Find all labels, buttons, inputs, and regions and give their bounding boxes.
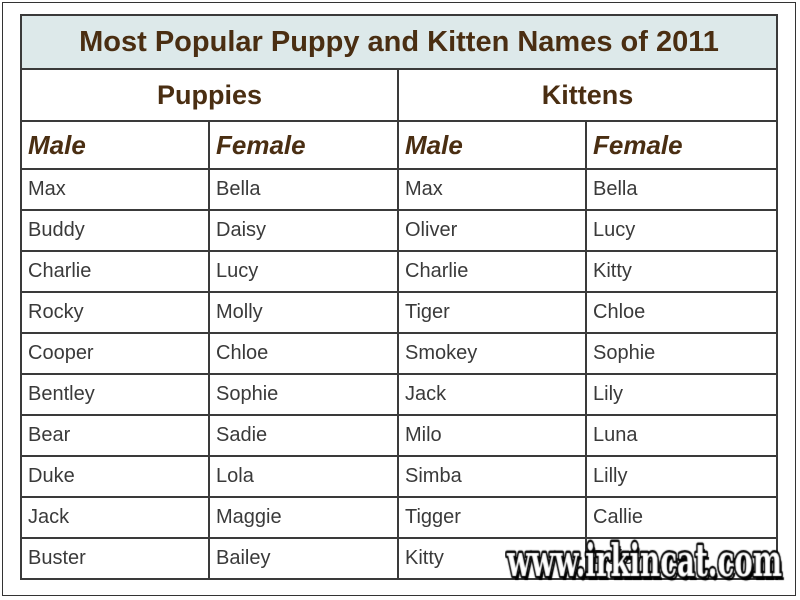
cell-kitten-male: Oliver: [397, 209, 587, 252]
table-row: Bear Sadie Milo Luna: [20, 414, 778, 457]
section-kittens: Kittens: [397, 68, 778, 122]
table-row: Charlie Lucy Charlie Kitty: [20, 250, 778, 293]
cell-kitten-female: Bella: [585, 168, 778, 211]
cell-kitten-female: Kitty: [585, 250, 778, 293]
cell-puppy-female: Lola: [208, 455, 399, 498]
cell-puppy-male: Bear: [20, 414, 210, 457]
cell-kitten-male: Jack: [397, 373, 587, 416]
cell-puppy-female: Sophie: [208, 373, 399, 416]
table-title: Most Popular Puppy and Kitten Names of 2…: [20, 14, 778, 70]
cell-kitten-male: Milo: [397, 414, 587, 457]
cell-kitten-female: Chloe: [585, 291, 778, 334]
cell-kitten-male: Simba: [397, 455, 587, 498]
cell-puppy-female: Bailey: [208, 537, 399, 580]
cell-kitten-male: Tiger: [397, 291, 587, 334]
cell-puppy-male: Bentley: [20, 373, 210, 416]
cell-puppy-male: Rocky: [20, 291, 210, 334]
cell-puppy-female: Chloe: [208, 332, 399, 375]
cell-puppy-male: Cooper: [20, 332, 210, 375]
cell-kitten-female: Luna: [585, 414, 778, 457]
cell-puppy-female: Molly: [208, 291, 399, 334]
header-kittens-male: Male: [397, 120, 587, 170]
cell-kitten-male: Charlie: [397, 250, 587, 293]
section-row: Puppies Kittens: [20, 68, 778, 122]
cell-puppy-female: Bella: [208, 168, 399, 211]
header-puppies-female: Female: [208, 120, 399, 170]
cell-puppy-male: Jack: [20, 496, 210, 539]
cell-puppy-female: Daisy: [208, 209, 399, 252]
cell-puppy-male: Buster: [20, 537, 210, 580]
cell-puppy-female: Sadie: [208, 414, 399, 457]
cell-kitten-female: Lily: [585, 373, 778, 416]
cell-puppy-female: Maggie: [208, 496, 399, 539]
cell-kitten-female: Lilly: [585, 455, 778, 498]
section-puppies: Puppies: [20, 68, 399, 122]
table-row: Duke Lola Simba Lilly: [20, 455, 778, 498]
cell-puppy-male: Duke: [20, 455, 210, 498]
cell-puppy-female: Lucy: [208, 250, 399, 293]
cell-kitten-female: Sophie: [585, 332, 778, 375]
cell-kitten-female: Lucy: [585, 209, 778, 252]
header-kittens-female: Female: [585, 120, 778, 170]
cell-puppy-male: Max: [20, 168, 210, 211]
cell-puppy-male: Charlie: [20, 250, 210, 293]
cell-kitten-male: Smokey: [397, 332, 587, 375]
table-row: Cooper Chloe Smokey Sophie: [20, 332, 778, 375]
cell-kitten-male: Max: [397, 168, 587, 211]
table-row: Bentley Sophie Jack Lily: [20, 373, 778, 416]
names-table: Most Popular Puppy and Kitten Names of 2…: [20, 14, 778, 580]
cell-puppy-male: Buddy: [20, 209, 210, 252]
header-puppies-male: Male: [20, 120, 210, 170]
header-row: Male Female Male Female: [20, 120, 778, 170]
watermark-logo: [505, 528, 790, 586]
table-row: Rocky Molly Tiger Chloe: [20, 291, 778, 334]
title-row: Most Popular Puppy and Kitten Names of 2…: [20, 14, 778, 70]
table-row: Max Bella Max Bella: [20, 168, 778, 211]
table-row: Buddy Daisy Oliver Lucy: [20, 209, 778, 252]
